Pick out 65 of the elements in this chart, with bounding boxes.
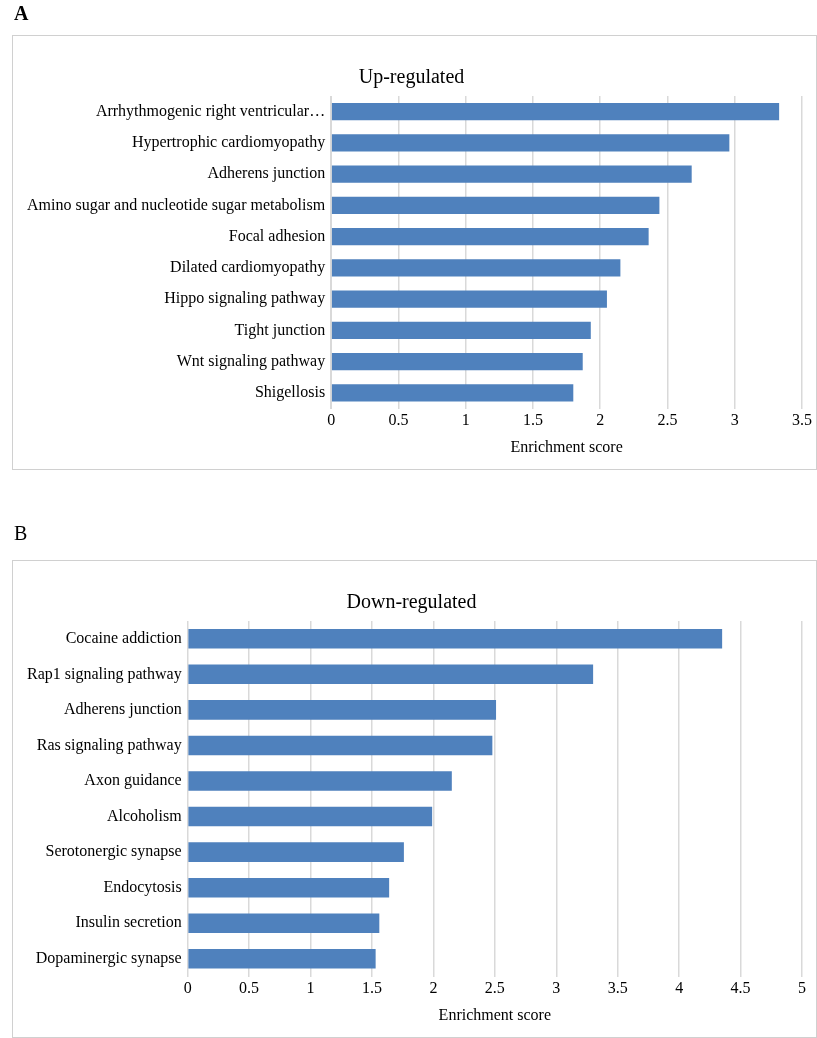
bar xyxy=(331,165,692,183)
y-tick-label: Shigellosis xyxy=(254,383,326,402)
y-tick-label: Serotonergic synapse xyxy=(45,842,182,861)
bar xyxy=(188,629,723,649)
bar xyxy=(331,196,660,215)
bar xyxy=(188,771,452,791)
y-tick-label: Wnt signaling pathway xyxy=(176,351,326,370)
y-tick-label: Adherens junction xyxy=(207,164,326,183)
bar xyxy=(188,664,594,685)
y-tick-label: Hippo signaling pathway xyxy=(164,289,326,308)
y-tick-label: Endocytosis xyxy=(103,877,182,896)
x-tick-label: 2.5 xyxy=(657,411,678,429)
bar xyxy=(188,700,497,720)
x-tick-label: 3 xyxy=(552,979,561,997)
x-tick-label: 3 xyxy=(730,411,739,429)
bar xyxy=(331,290,607,308)
y-tick-label: Axon guidance xyxy=(84,771,182,790)
y-tick-label: Ras signaling pathway xyxy=(36,735,182,754)
y-tick-label: Hypertrophic cardiomyopathy xyxy=(131,133,326,152)
text: A xyxy=(14,2,29,25)
bar xyxy=(188,735,493,756)
bar xyxy=(188,806,433,827)
bar xyxy=(188,877,390,898)
bar xyxy=(331,353,583,371)
x-tick-label: 1.5 xyxy=(522,411,543,429)
y-tick-label: Arrhythmogenic right ventricular… xyxy=(95,101,326,120)
bar xyxy=(331,228,649,246)
x-tick-label: 1.5 xyxy=(361,979,382,997)
bar xyxy=(188,842,404,862)
x-tick-label: 0.5 xyxy=(388,411,409,429)
y-tick-label: Amino sugar and nucleotide sugar metabolism xyxy=(27,195,326,214)
y-tick-label: Dopaminergic synapse xyxy=(35,949,182,968)
y-tick-label: Focal adhesion xyxy=(228,226,326,244)
y-tick-label: Cocaine addiction xyxy=(65,628,182,646)
x-tick-label: 0 xyxy=(327,411,336,429)
y-tick-label: Alcoholism xyxy=(106,806,183,824)
bar xyxy=(331,134,730,152)
bar xyxy=(188,913,380,934)
x-tick-label: 4.5 xyxy=(730,979,751,997)
chart-title: Up-regulated xyxy=(358,65,465,89)
x-tick-label: 1 xyxy=(461,411,470,429)
y-tick-label: Tight junction xyxy=(234,320,326,339)
x-tick-label: 2 xyxy=(596,411,605,429)
bar xyxy=(331,259,621,277)
x-tick-label: 3.5 xyxy=(792,411,812,429)
y-tick-label: Dilated cardiomyopathy xyxy=(170,258,326,277)
x-axis-title: Enrichment score xyxy=(510,437,623,455)
bar xyxy=(331,321,591,340)
x-axis-title: Enrichment score xyxy=(438,1005,552,1023)
x-tick-label: 0.5 xyxy=(239,979,260,997)
x-tick-label: 5 xyxy=(798,979,806,997)
x-tick-label: 2.5 xyxy=(484,979,505,997)
chart-title: Down-regulated xyxy=(346,590,477,614)
y-tick-label: Insulin secretion xyxy=(75,913,182,931)
x-tick-label: 4 xyxy=(675,979,684,997)
bar xyxy=(188,949,376,969)
x-tick-label: 0 xyxy=(183,979,192,997)
x-tick-label: 2 xyxy=(429,979,438,997)
text: B xyxy=(14,522,28,545)
y-tick-label: Rap1 signaling pathway xyxy=(27,664,182,683)
y-tick-label: Adherens junction xyxy=(63,700,182,719)
x-tick-label: 1 xyxy=(306,979,315,997)
bar xyxy=(331,103,780,121)
x-tick-label: 3.5 xyxy=(607,979,628,997)
bar xyxy=(331,384,574,402)
